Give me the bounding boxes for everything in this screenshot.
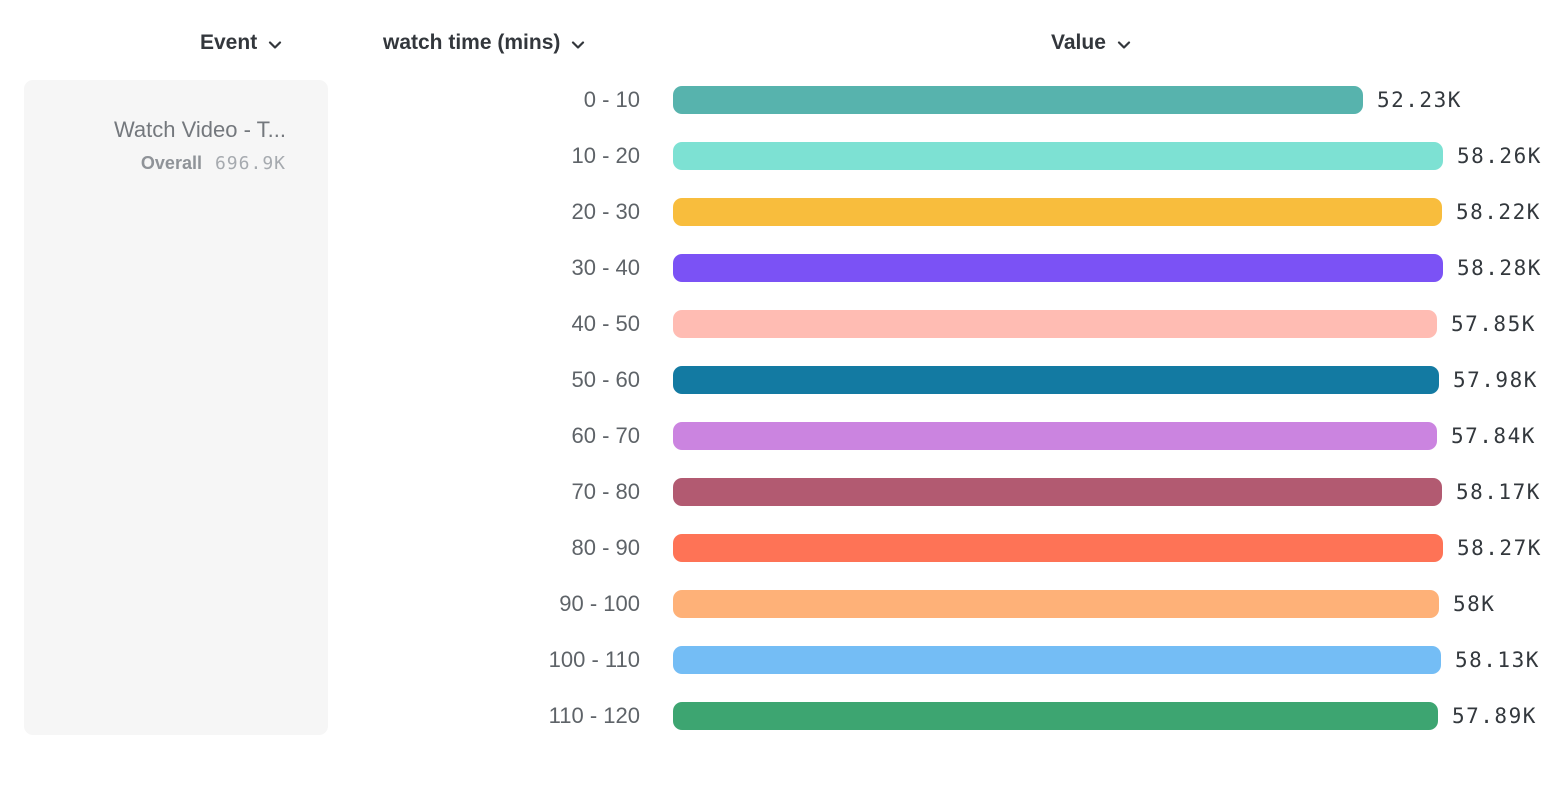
bar-segment[interactable] [673, 142, 1443, 170]
bar-segment[interactable] [673, 86, 1363, 114]
category-label: 100 - 110 [548, 647, 640, 672]
value-label: 58K [1453, 592, 1496, 616]
breakdown-column-header[interactable]: watch time (mins) [383, 29, 585, 56]
bar-segment[interactable] [673, 702, 1438, 730]
chart-row: 90 - 100 58K [0, 590, 1568, 618]
category-label: 110 - 120 [548, 703, 640, 728]
category-label: 0 - 10 [583, 87, 640, 112]
event-column-label: Event [200, 30, 258, 54]
category-label: 60 - 70 [571, 423, 641, 448]
bar-segment[interactable] [673, 254, 1443, 282]
bar-segment[interactable] [673, 310, 1437, 338]
event-card: Watch Video - T... Overall 696.9K [24, 80, 328, 735]
bar-segment[interactable] [673, 478, 1442, 506]
value-label: 58.22K [1456, 200, 1541, 224]
category-label: 70 - 80 [571, 479, 641, 504]
category-label: 20 - 30 [571, 199, 641, 224]
bar-segment[interactable] [673, 366, 1439, 394]
overall-value: 696.9K [214, 153, 286, 174]
chevron-down-icon [1117, 32, 1131, 56]
chart-row: 10 - 20 58.26K [0, 142, 1568, 170]
value-label: 57.98K [1453, 368, 1538, 392]
chart-row: 80 - 90 58.27K [0, 534, 1568, 562]
chart-row: 100 - 110 58.13K [0, 646, 1568, 674]
chart-row: 60 - 70 57.84K [0, 422, 1568, 450]
bar-segment[interactable] [673, 590, 1439, 618]
chart-row: 30 - 40 58.28K [0, 254, 1568, 282]
value-label: 57.89K [1452, 704, 1537, 728]
event-name[interactable]: Watch Video - T... [113, 117, 286, 142]
value-column-label: Value [1051, 30, 1106, 54]
chart-row: 110 - 120 57.89K [0, 702, 1568, 730]
event-column-header[interactable]: Event [200, 29, 282, 56]
chart-row: 70 - 80 58.17K [0, 478, 1568, 506]
overall-label: Overall [140, 153, 202, 173]
value-label: 57.85K [1451, 312, 1536, 336]
category-label: 50 - 60 [571, 367, 641, 392]
overall-row: Overall 696.9K [44, 153, 286, 174]
category-label: 80 - 90 [571, 535, 641, 560]
value-label: 58.28K [1457, 256, 1542, 280]
category-label: 40 - 50 [571, 311, 641, 336]
value-label: 57.84K [1451, 424, 1536, 448]
value-label: 58.17K [1456, 480, 1541, 504]
bar-segment[interactable] [673, 422, 1437, 450]
category-label: 30 - 40 [571, 255, 641, 280]
value-label: 58.13K [1455, 648, 1540, 672]
chart-row: 20 - 30 58.22K [0, 198, 1568, 226]
value-label: 58.27K [1457, 536, 1542, 560]
category-label: 90 - 100 [559, 591, 640, 616]
bar-segment[interactable] [673, 646, 1441, 674]
breakdown-column-label: watch time (mins) [383, 30, 561, 54]
chevron-down-icon [571, 32, 585, 56]
category-label: 10 - 20 [571, 143, 641, 168]
chart-row: 50 - 60 57.98K [0, 366, 1568, 394]
chart-row: 0 - 10 52.23K [0, 86, 1568, 114]
chart-row: 40 - 50 57.85K [0, 310, 1568, 338]
value-label: 52.23K [1377, 88, 1462, 112]
bar-segment[interactable] [673, 198, 1442, 226]
bar-segment[interactable] [673, 534, 1443, 562]
value-label: 58.26K [1457, 144, 1542, 168]
chevron-down-icon [268, 32, 282, 56]
value-column-header[interactable]: Value [1051, 29, 1131, 56]
